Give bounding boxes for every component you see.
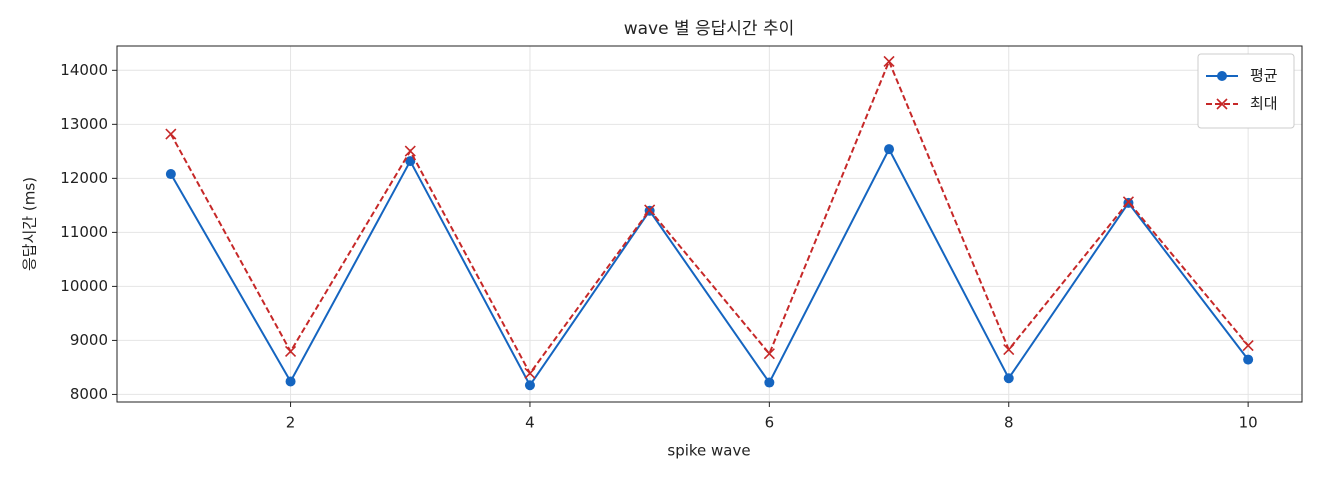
series-line xyxy=(169,58,1249,376)
y-tick-label: 11000 xyxy=(60,223,108,241)
marker xyxy=(884,144,895,155)
y-tick-label: 9000 xyxy=(70,331,108,349)
y-axis-label: 응답시간 (ms) xyxy=(21,177,39,271)
x-tick-label: 4 xyxy=(525,414,535,432)
marker xyxy=(883,55,895,67)
legend-marker xyxy=(1216,98,1228,110)
y-tick-label: 14000 xyxy=(60,61,108,79)
marker xyxy=(1243,354,1254,365)
chart-title: wave 별 응답시간 추이 xyxy=(624,19,795,39)
y-tick-label: 12000 xyxy=(60,169,108,187)
marker xyxy=(764,377,775,388)
marker xyxy=(405,156,416,167)
marker xyxy=(524,380,535,391)
legend-label: 최대 xyxy=(1250,95,1278,113)
marker xyxy=(1003,344,1015,356)
x-tick-label: 8 xyxy=(1004,414,1014,432)
marker xyxy=(285,376,296,387)
marker xyxy=(1122,196,1135,208)
marker xyxy=(165,169,176,180)
marker xyxy=(1242,339,1254,352)
x-tick-label: 10 xyxy=(1239,414,1258,432)
legend-box xyxy=(1197,53,1295,129)
marker xyxy=(1003,373,1014,384)
x-tick-label: 2 xyxy=(286,414,296,432)
y-tick-label: 10000 xyxy=(60,277,108,295)
marker xyxy=(404,145,416,157)
marker xyxy=(763,348,775,360)
y-tick-label: 8000 xyxy=(70,385,108,403)
marker xyxy=(165,128,177,140)
plot-frame xyxy=(116,45,1303,403)
x-tick-label: 6 xyxy=(765,414,775,432)
series-line xyxy=(169,147,1249,388)
marker xyxy=(284,345,297,358)
legend-marker xyxy=(1217,71,1227,81)
x-axis-label: spike wave xyxy=(667,442,750,460)
legend-label: 평균 xyxy=(1250,67,1278,85)
marker xyxy=(644,204,656,216)
y-tick-label: 13000 xyxy=(60,115,108,133)
marker xyxy=(524,367,536,379)
